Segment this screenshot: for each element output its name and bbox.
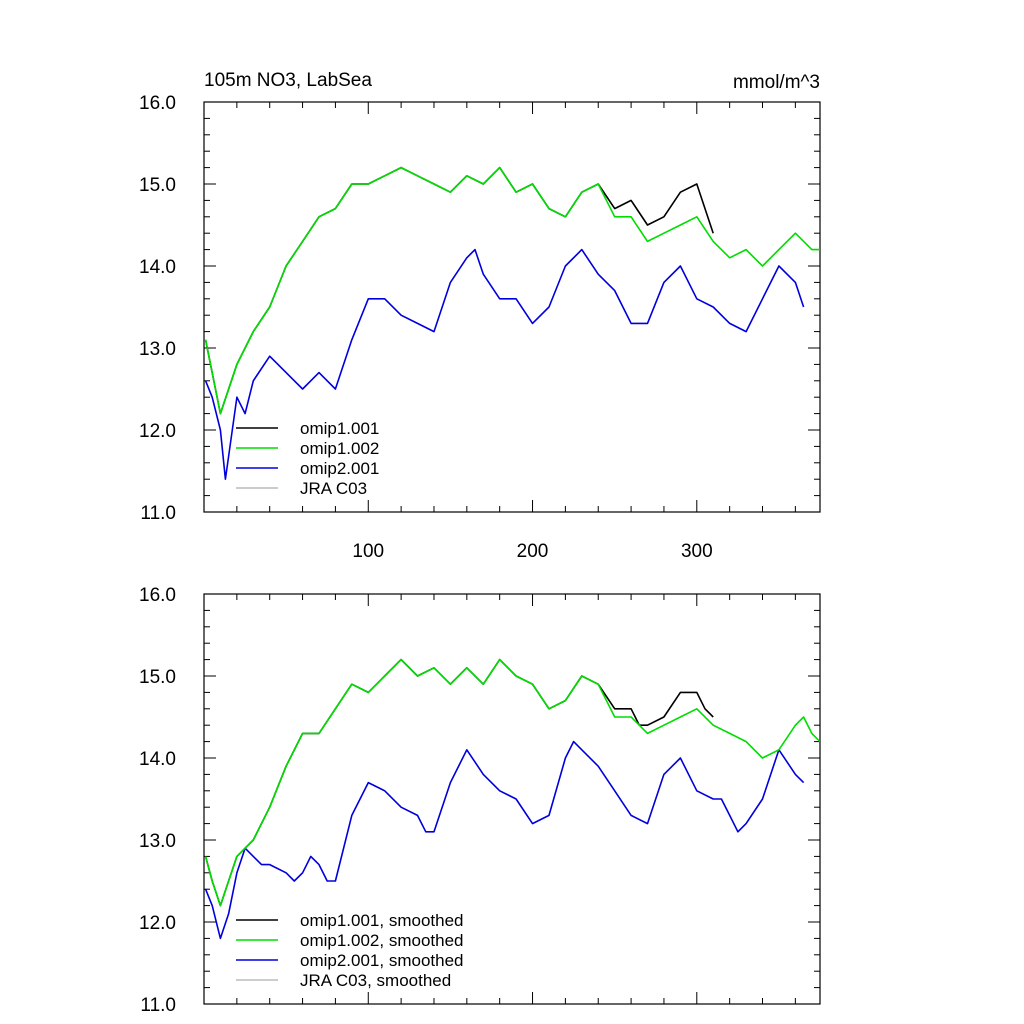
legend-label: omip1.002	[300, 439, 379, 458]
y-tick-label: 13.0	[139, 831, 176, 852]
series-line-omip1-002	[204, 166, 820, 415]
series-line-omip1-001-smoothed	[204, 658, 714, 907]
plot-frame	[203, 593, 821, 1005]
x-tick-label: 200	[517, 541, 549, 562]
plot-frame	[203, 101, 821, 513]
units-label: mmol/m^3	[733, 72, 820, 93]
y-tick-label: 14.0	[139, 257, 176, 278]
legend-label: JRA C03	[300, 479, 367, 498]
y-tick-label: 11.0	[140, 995, 176, 1016]
legend-label: omip1.001, smoothed	[300, 911, 464, 930]
y-tick-label: 11.0	[140, 503, 176, 524]
series-line-omip1-001	[204, 166, 714, 415]
y-tick-label: 16.0	[139, 93, 176, 114]
y-tick-label: 12.0	[139, 913, 176, 934]
y-tick-label: 12.0	[139, 421, 176, 442]
legend-label: omip1.001	[300, 419, 379, 438]
y-tick-label: 14.0	[139, 749, 176, 770]
series-line-omip2-001	[204, 248, 805, 481]
chart-title: 105m NO3, LabSea	[204, 70, 372, 91]
y-tick-label: 15.0	[139, 175, 176, 196]
bottom-panel: 11.0 12.0 13.0 14.0 15.0 16.0 omip1.001, smoot…	[139, 585, 821, 1016]
series-line-omip1-002-smoothed	[204, 658, 820, 907]
y-tick-label: 16.0	[139, 585, 176, 606]
legend-label: omip2.001	[300, 459, 379, 478]
series-line-omip2-001-smoothed	[204, 740, 805, 940]
top-panel: 11.0 12.0 13.0 14.0 15.0 16.0 100 200 300 105m NO…	[139, 70, 821, 562]
x-tick-label: 300	[681, 541, 713, 562]
x-tick-label: 100	[352, 541, 384, 562]
y-tick-label: 15.0	[139, 667, 176, 688]
y-tick-label: 13.0	[139, 339, 176, 360]
legend-label: JRA C03, smoothed	[300, 971, 451, 990]
legend-label: omip2.001, smoothed	[300, 951, 464, 970]
legend-label: omip1.002, smoothed	[300, 931, 464, 950]
